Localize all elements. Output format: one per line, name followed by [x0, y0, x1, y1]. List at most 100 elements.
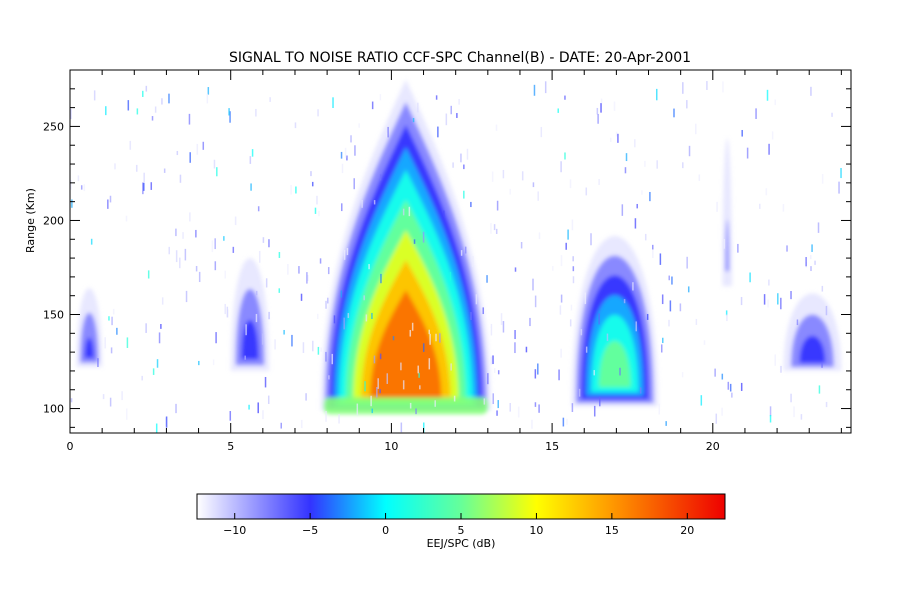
noise-point	[376, 387, 378, 398]
noise-point	[590, 233, 592, 246]
noise-point	[413, 239, 416, 244]
noise-point	[636, 203, 638, 209]
noise-point	[768, 143, 770, 155]
noise-point	[244, 355, 246, 360]
noise-point	[682, 82, 684, 94]
noise-point	[371, 101, 374, 110]
noise-point	[452, 162, 454, 168]
noise-point	[500, 313, 503, 325]
noise-point	[460, 250, 463, 256]
noise-point	[639, 387, 642, 394]
noise-point	[659, 253, 662, 265]
noise-point	[514, 267, 517, 272]
x-tick-label: 10	[384, 440, 398, 453]
noise-point	[759, 203, 761, 209]
noise-point	[160, 324, 162, 329]
noise-point	[143, 172, 145, 183]
noise-point	[495, 228, 498, 234]
noise-point	[777, 293, 779, 305]
noise-point	[821, 173, 824, 184]
noise-point	[343, 249, 346, 260]
noise-point	[346, 248, 349, 256]
noise-point	[175, 403, 177, 414]
noise-point	[671, 276, 673, 285]
noise-point	[126, 337, 129, 348]
noise-point	[466, 148, 469, 160]
colorbar-tick-label: 5	[458, 524, 465, 537]
noise-point	[189, 212, 191, 222]
noise-point	[714, 368, 716, 377]
noise-point	[560, 161, 562, 173]
noise-point	[502, 321, 505, 333]
noise-point	[229, 411, 232, 421]
noise-point	[274, 339, 276, 350]
noise-point	[610, 137, 612, 142]
noise-point	[175, 228, 177, 237]
noise-point	[765, 188, 768, 196]
noise-point	[287, 263, 289, 275]
noise-point	[763, 294, 766, 305]
noise-point	[564, 95, 566, 100]
noise-point	[572, 256, 574, 262]
noise-point	[109, 397, 112, 407]
noise-point	[449, 271, 452, 282]
noise-point	[593, 405, 596, 417]
noise-point	[422, 343, 425, 352]
x-tick-label: 0	[67, 440, 74, 453]
noise-point	[818, 385, 821, 394]
noise-point	[497, 370, 500, 375]
noise-point	[163, 168, 166, 173]
noise-point	[310, 171, 312, 177]
noise-point	[662, 337, 664, 344]
noise-point	[726, 314, 728, 322]
noise-point	[215, 332, 217, 344]
noise-point	[771, 131, 774, 140]
noise-point	[665, 421, 667, 426]
noise-point	[316, 313, 319, 319]
noise-point	[109, 195, 112, 203]
noise-point	[598, 313, 600, 325]
noise-point	[300, 419, 303, 429]
noise-point	[695, 318, 698, 325]
noise-point	[129, 140, 132, 150]
noise-point	[165, 416, 168, 428]
noise-point	[578, 388, 581, 397]
noise-point	[83, 184, 86, 192]
noise-point	[740, 382, 743, 391]
noise-point	[145, 323, 147, 333]
noise-point	[649, 191, 651, 202]
noise-point	[580, 329, 583, 336]
noise-point	[428, 329, 431, 335]
noise-point	[625, 153, 628, 162]
noise-point	[249, 156, 252, 164]
noise-point	[255, 313, 258, 323]
noise-point	[698, 174, 701, 181]
colorbar-label: EEJ/SPC (dB)	[426, 537, 496, 550]
noise-point	[572, 266, 575, 272]
noise-point	[344, 147, 347, 158]
heatmap-area	[70, 79, 842, 433]
y-axis: 100 150 200 250	[43, 88, 851, 428]
noise-point	[422, 422, 425, 433]
noise-point	[793, 406, 795, 418]
noise-point	[312, 340, 314, 352]
noise-point	[365, 314, 368, 322]
noise-point	[320, 347, 322, 352]
noise-point	[558, 369, 560, 381]
echo-contour	[799, 335, 826, 364]
noise-point	[584, 292, 587, 305]
noise-point	[327, 267, 330, 275]
noise-point	[224, 303, 226, 315]
noise-point	[661, 294, 664, 305]
noise-point	[353, 178, 355, 190]
noise-point	[341, 163, 344, 174]
noise-point	[810, 266, 812, 272]
noise-point	[264, 376, 267, 388]
noise-point	[825, 305, 828, 316]
noise-point	[402, 208, 405, 216]
noise-point	[737, 243, 739, 253]
noise-point	[142, 182, 144, 195]
noise-point	[213, 159, 216, 169]
noise-point	[346, 155, 348, 161]
noise-point	[311, 181, 314, 187]
